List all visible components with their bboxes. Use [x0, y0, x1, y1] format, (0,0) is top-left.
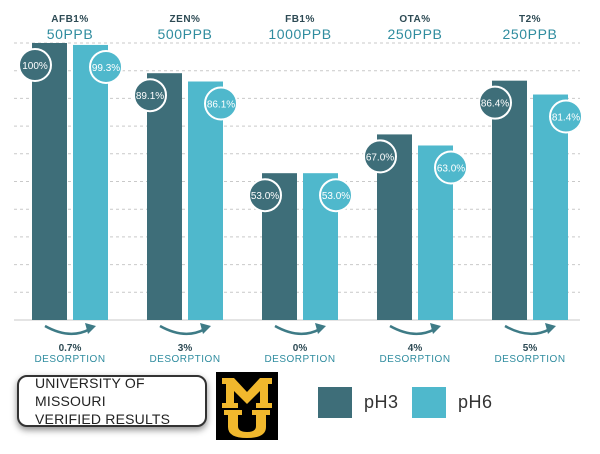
verified-line-1: UNIVERSITY OF MISSOURI [35, 375, 145, 409]
value-badge [204, 86, 238, 121]
arrowhead-icon [545, 323, 556, 334]
data-label: 53.0% [251, 191, 279, 202]
value-badge [133, 78, 167, 113]
value-badge [89, 49, 123, 84]
legend-label-ph6: pH6 [458, 392, 493, 412]
value-badge [319, 178, 353, 213]
value-badge [434, 150, 468, 185]
value-badge [363, 139, 397, 174]
data-label: 100% [22, 61, 48, 72]
verified-results-badge: UNIVERSITY OF MISSOURI VERIFIED RESULTS [17, 375, 207, 427]
mu-logo-icon [216, 372, 278, 440]
footer: UNIVERSITY OF MISSOURI VERIFIED RESULTS … [0, 370, 600, 454]
verified-line-2: VERIFIED RESULTS [35, 411, 171, 427]
legend-item-ph6: pH6 [412, 387, 493, 418]
data-label: 86.4% [481, 99, 509, 110]
desorption-value: 5% [523, 343, 538, 354]
data-label: 67.0% [366, 152, 394, 163]
desorption-value: 3% [178, 343, 193, 354]
data-label: 53.0% [322, 191, 350, 202]
desorption-arrow-icon [44, 324, 91, 335]
bar-ph3 [147, 73, 182, 321]
data-label: 99.3% [92, 63, 120, 74]
arrowhead-icon [430, 323, 441, 334]
value-badge [478, 85, 512, 120]
data-label: 63.0% [437, 163, 465, 174]
category-level-label: 500PPB [158, 26, 213, 42]
category-toxin-label: OTA% [399, 14, 430, 25]
desorption-arrow-icon [504, 324, 551, 335]
data-label: 89.1% [136, 91, 164, 102]
desorption-value: 0% [293, 343, 308, 354]
desorption-arrow-icon [159, 324, 206, 335]
data-label: 86.1% [207, 100, 235, 111]
arrowhead-icon [85, 323, 96, 334]
category-toxin-label: ZEN% [170, 14, 201, 25]
value-badge [549, 99, 583, 134]
desorption-label: DESORPTION [34, 354, 105, 365]
desorption-arrow-icon [389, 324, 436, 335]
bar-ph3 [32, 43, 67, 320]
bar-ph6 [188, 81, 223, 321]
desorption-value: 0.7% [59, 343, 82, 354]
category-toxin-label: FB1% [285, 14, 315, 25]
arrowhead-icon [315, 323, 326, 334]
legend-swatch-ph6 [412, 387, 446, 418]
category-toxin-label: T2% [519, 14, 541, 25]
value-badge [248, 178, 282, 213]
desorption-label: DESORPTION [149, 354, 220, 365]
desorption-value: 4% [408, 343, 423, 354]
bar-ph3 [492, 80, 527, 320]
desorption-label: DESORPTION [494, 354, 565, 365]
category-level-label: 250PPB [503, 26, 558, 42]
desorption-label: DESORPTION [264, 354, 335, 365]
desorption-label: DESORPTION [379, 354, 450, 365]
category-level-label: 250PPB [388, 26, 443, 42]
legend-swatch-ph3 [318, 387, 352, 418]
legend-item-ph3: pH3 [318, 387, 399, 418]
value-badge [18, 48, 52, 82]
category-toxin-label: AFB1% [51, 14, 89, 25]
data-label: 81.4% [552, 113, 580, 124]
legend-label-ph3: pH3 [364, 392, 399, 412]
category-level-label: 50PPB [47, 26, 94, 42]
category-level-label: 1000PPB [268, 26, 331, 42]
desorption-arrow-icon [274, 324, 321, 335]
bar-ph6 [73, 44, 108, 321]
arrowhead-icon [200, 323, 211, 334]
